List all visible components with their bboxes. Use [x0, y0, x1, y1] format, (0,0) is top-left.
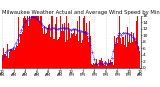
Text: Milwaukee Weather Actual and Average Wind Speed by Minute mph (Last 24 Hours): Milwaukee Weather Actual and Average Win… — [2, 10, 160, 15]
